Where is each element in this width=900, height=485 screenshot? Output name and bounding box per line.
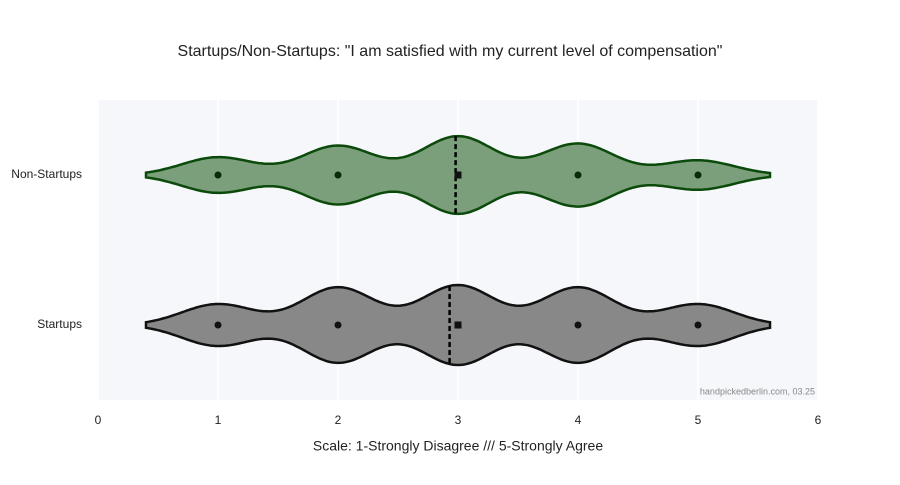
x-tick-label: 2 bbox=[335, 413, 342, 427]
y-tick-label: Non-Startups bbox=[11, 167, 82, 181]
data-point bbox=[574, 171, 582, 179]
x-tick-label: 5 bbox=[695, 413, 702, 427]
chart-title: Startups/Non-Startups: "I am satisfied w… bbox=[178, 43, 723, 60]
data-point bbox=[334, 321, 342, 329]
data-point bbox=[694, 321, 702, 329]
y-tick-label: Startups bbox=[37, 317, 82, 331]
source-note: handpickedberlin.com, 03.25 bbox=[700, 386, 815, 396]
x-axis-label: Scale: 1-Strongly Disagree /// 5-Strongl… bbox=[313, 438, 603, 454]
median-marker bbox=[454, 171, 462, 179]
x-tick-label: 0 bbox=[95, 413, 102, 427]
data-point bbox=[694, 171, 702, 179]
x-tick-label: 6 bbox=[815, 413, 822, 427]
x-tick-label: 4 bbox=[575, 413, 582, 427]
median-marker bbox=[454, 321, 462, 329]
data-point bbox=[214, 171, 222, 179]
data-point bbox=[214, 321, 222, 329]
x-tick-label: 1 bbox=[215, 413, 222, 427]
x-tick-label: 3 bbox=[455, 413, 462, 427]
data-point bbox=[574, 321, 582, 329]
data-point bbox=[334, 171, 342, 179]
